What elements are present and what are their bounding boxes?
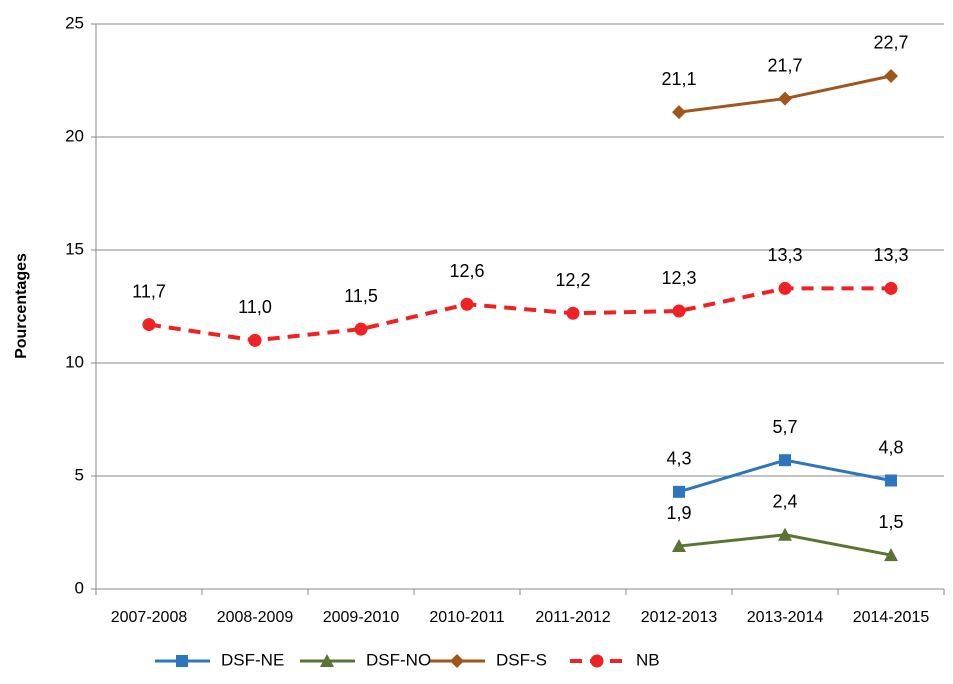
marker — [672, 105, 686, 120]
data-label: 5,7 — [772, 417, 797, 437]
data-label: 2,4 — [772, 492, 797, 512]
y-tick-label: 10 — [65, 352, 84, 371]
marker — [142, 318, 156, 332]
x-tick-label: 2008-2009 — [217, 609, 294, 626]
marker — [672, 304, 686, 318]
data-label: 4,3 — [666, 449, 691, 469]
marker — [320, 654, 334, 667]
marker — [673, 485, 685, 498]
data-label: 12,2 — [555, 270, 590, 290]
series-line — [148, 286, 891, 343]
marker — [354, 322, 368, 336]
data-label: 4,8 — [878, 437, 903, 457]
y-axis-label: Pourcentages — [13, 253, 30, 359]
data-label: 21,1 — [661, 69, 696, 89]
marker — [176, 655, 188, 667]
x-tick-label: 2009-2010 — [323, 609, 400, 626]
data-label: 11,7 — [132, 281, 166, 301]
marker — [779, 454, 791, 467]
legend-label: NB — [636, 650, 660, 669]
marker — [590, 654, 604, 668]
y-tick-label: 20 — [65, 126, 84, 145]
data-label: 12,6 — [449, 261, 484, 281]
marker — [450, 654, 464, 668]
data-label: 13,3 — [873, 245, 908, 265]
x-tick-label: 2007-2008 — [111, 609, 188, 626]
x-tick-label: 2010-2011 — [429, 609, 504, 626]
data-label: 21,7 — [767, 55, 802, 75]
marker — [778, 91, 792, 106]
y-tick-label: 0 — [75, 578, 84, 597]
y-tick-label: 5 — [75, 465, 84, 484]
x-tick-label: 2011-2012 — [535, 609, 610, 626]
marker — [566, 306, 580, 320]
marker — [885, 474, 897, 487]
marker — [460, 297, 474, 311]
data-label: 1,9 — [666, 503, 691, 523]
data-label: 13,3 — [767, 245, 802, 265]
legend-label: DSF-NE — [221, 650, 284, 669]
x-tick-label: 2013-2014 — [747, 609, 824, 626]
marker — [884, 281, 898, 295]
x-tick-label: 2012-2013 — [641, 609, 718, 626]
marker — [778, 281, 792, 295]
marker — [672, 539, 686, 553]
y-tick-label: 25 — [65, 13, 84, 32]
data-label: 22,7 — [873, 33, 908, 53]
legend-label: DSF-NO — [366, 650, 431, 669]
data-label: 1,5 — [878, 512, 903, 532]
x-tick-label: 2014-2015 — [853, 609, 930, 626]
marker — [778, 527, 792, 541]
legend-label: DSF-S — [496, 650, 547, 669]
data-label: 11,5 — [344, 286, 378, 306]
y-tick-label: 15 — [65, 239, 84, 258]
marker — [884, 548, 898, 562]
marker — [248, 333, 262, 347]
data-label: 11,0 — [238, 297, 272, 317]
marker — [884, 68, 898, 83]
data-label: 12,3 — [661, 268, 696, 288]
